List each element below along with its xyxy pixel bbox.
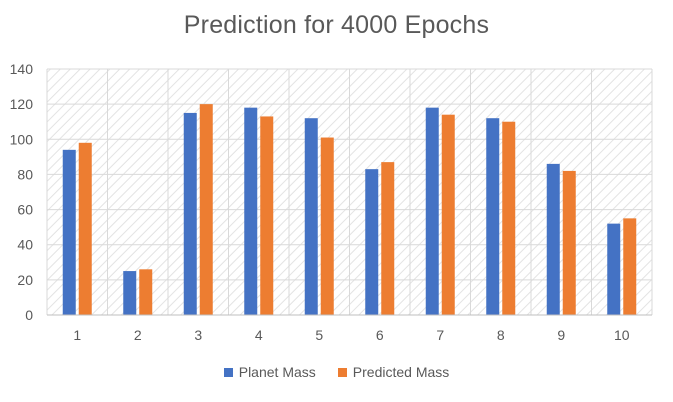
bar-planet-mass-8[interactable]: [486, 118, 500, 315]
bar-planet-mass-2[interactable]: [123, 271, 137, 315]
x-tick-label: 2: [134, 327, 142, 343]
legend-item-planet-mass[interactable]: Planet Mass: [223, 364, 316, 380]
bar-planet-mass-9[interactable]: [546, 163, 560, 315]
y-tick-label: 60: [17, 202, 33, 218]
bars: [62, 104, 637, 316]
chart-title: Prediction for 4000 Epochs: [183, 11, 490, 39]
gridlines: [46, 68, 653, 316]
bar-planet-mass-3[interactable]: [183, 112, 197, 315]
bar-planet-mass-6[interactable]: [365, 169, 379, 315]
legend-label-planet-mass: Planet Mass: [238, 364, 316, 380]
bar-predicted-mass-4[interactable]: [260, 116, 274, 315]
legend-label-predicted-mass: Predicted Mass: [352, 364, 450, 380]
bar-planet-mass-10[interactable]: [607, 223, 621, 315]
x-tick-label: 6: [376, 327, 384, 343]
legend: Planet Mass Predicted Mass: [0, 364, 673, 380]
bar-predicted-mass-9[interactable]: [562, 170, 576, 315]
x-tick-label: 9: [557, 327, 565, 343]
legend-swatch-predicted-mass: [337, 367, 347, 377]
x-tick-label: 5: [315, 327, 323, 343]
bar-planet-mass-4[interactable]: [244, 107, 258, 316]
bar-predicted-mass-6[interactable]: [381, 162, 395, 315]
x-tick-label: 7: [436, 327, 444, 343]
y-tick-label: 80: [17, 166, 33, 182]
bar-planet-mass-7[interactable]: [425, 107, 439, 316]
x-tick-label: 10: [614, 327, 630, 343]
bar-predicted-mass-3[interactable]: [199, 104, 213, 316]
y-tick-label: 0: [25, 307, 33, 323]
bar-predicted-mass-8[interactable]: [502, 121, 516, 315]
y-tick-label: 100: [10, 131, 34, 147]
y-tick-label: 120: [10, 96, 34, 112]
bar-predicted-mass-10[interactable]: [623, 218, 637, 315]
y-tick-label: 40: [17, 237, 33, 253]
x-tick-label: 1: [73, 327, 81, 343]
legend-item-predicted-mass[interactable]: Predicted Mass: [337, 364, 450, 380]
axes: 0 20 40 60 80 100 120 140 1 2 3 4 5 6 7 8 9 10: [10, 61, 652, 343]
bar-predicted-mass-2[interactable]: [139, 269, 153, 315]
bar-predicted-mass-1[interactable]: [78, 142, 92, 315]
y-tick-label: 20: [17, 272, 33, 288]
bar-planet-mass-5[interactable]: [304, 118, 318, 315]
y-tick-label: 140: [10, 61, 34, 77]
bar-planet-mass-1[interactable]: [62, 149, 76, 315]
x-tick-label: 4: [255, 327, 263, 343]
x-tick-label: 8: [497, 327, 505, 343]
legend-swatch-planet-mass: [223, 367, 233, 377]
bar-predicted-mass-7[interactable]: [441, 114, 455, 315]
x-tick-label: 3: [194, 327, 202, 343]
bar-predicted-mass-5[interactable]: [320, 137, 334, 315]
